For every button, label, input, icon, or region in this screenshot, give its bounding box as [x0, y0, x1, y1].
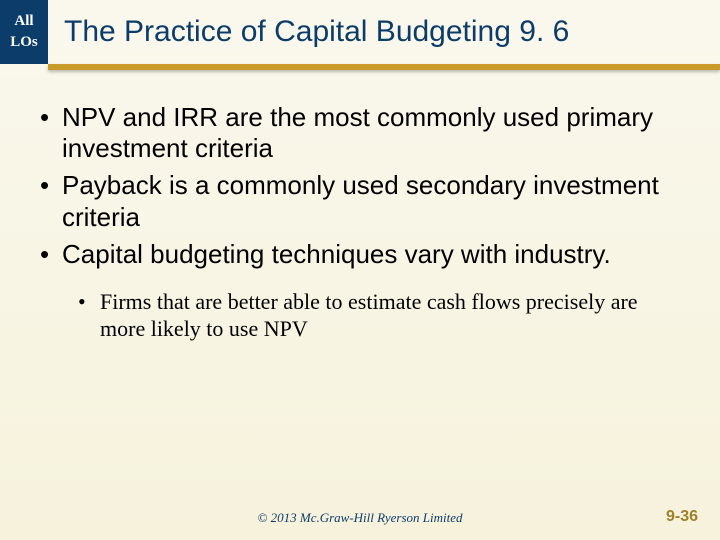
content: NPV and IRR are the most commonly used p… [0, 70, 720, 343]
bullet-list: NPV and IRR are the most commonly used p… [36, 102, 684, 270]
page-title: The Practice of Capital Budgeting 9. 6 [64, 15, 569, 49]
sub-bullet-item: Firms that are better able to estimate c… [76, 288, 684, 343]
copyright-footer: © 2013 Mc.Graw-Hill Ryerson Limited [0, 510, 720, 526]
bullet-item: Payback is a commonly used secondary inv… [36, 170, 684, 232]
badge-line2: LOs [10, 32, 38, 53]
sub-bullet-list: Firms that are better able to estimate c… [36, 288, 684, 343]
page-number: 9-36 [666, 508, 698, 526]
header-row: All LOs The Practice of Capital Budgetin… [0, 0, 720, 64]
bullet-item: NPV and IRR are the most commonly used p… [36, 102, 684, 164]
badge: All LOs [0, 0, 48, 64]
title-wrap: The Practice of Capital Budgeting 9. 6 [48, 0, 720, 64]
badge-line1: All [14, 11, 33, 32]
bullet-item: Capital budgeting techniques vary with i… [36, 239, 684, 270]
